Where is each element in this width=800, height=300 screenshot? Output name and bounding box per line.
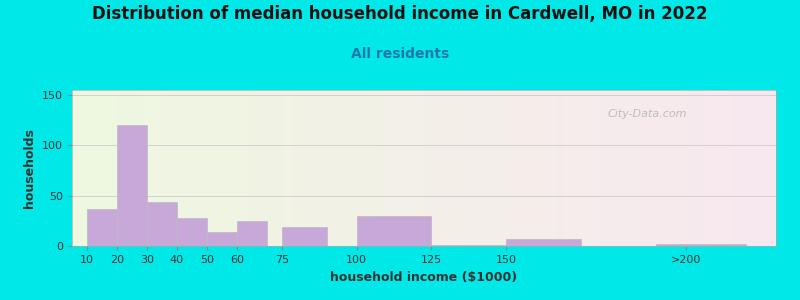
Bar	[117, 125, 147, 246]
Bar	[177, 218, 207, 246]
X-axis label: household income ($1000): household income ($1000)	[330, 271, 518, 284]
Bar	[357, 216, 431, 246]
Bar	[207, 232, 237, 246]
Bar	[237, 221, 266, 246]
Bar	[147, 202, 177, 246]
Bar	[282, 227, 326, 246]
Bar	[506, 239, 582, 246]
Bar	[431, 245, 506, 246]
Text: Distribution of median household income in Cardwell, MO in 2022: Distribution of median household income …	[92, 4, 708, 22]
Bar	[656, 244, 746, 246]
Y-axis label: households: households	[23, 128, 37, 208]
Text: City-Data.com: City-Data.com	[607, 109, 686, 119]
Bar	[87, 209, 117, 246]
Text: All residents: All residents	[351, 46, 449, 61]
